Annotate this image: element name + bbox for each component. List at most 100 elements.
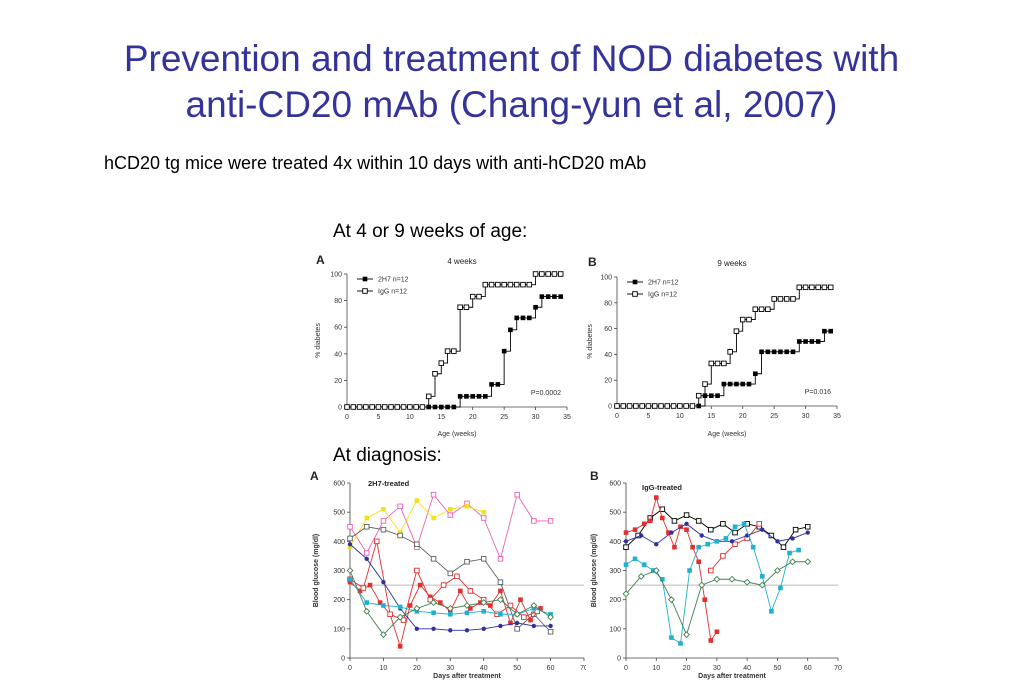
data-point [545,294,551,299]
data-point [498,623,503,629]
data-point [367,582,373,588]
slide-title: Prevention and treatment of NOD diabetes… [0,36,1023,128]
data-point [771,349,777,355]
series-6 [622,558,812,639]
x-tick-label: 10 [406,414,414,421]
data-point [381,579,386,585]
data-point [463,602,471,609]
data-point [804,558,812,566]
data-point [507,281,514,288]
series-3 [347,524,554,635]
data-point [495,281,501,288]
data-point [758,581,766,589]
data-point [734,381,739,387]
x-tick-label: 30 [446,665,454,672]
data-point [732,541,738,547]
data-point [480,599,488,607]
data-point [765,306,771,313]
legend-label: IgG n=12 [378,289,407,296]
data-point [414,567,420,574]
chart-title: IgG-treated [642,483,682,492]
data-point [708,360,715,367]
y-tick-label: 20 [604,378,612,385]
label-at-diagnosis: At diagnosis: [333,445,442,466]
data-point [639,403,645,409]
data-point [347,535,353,542]
data-point [394,404,401,410]
data-point [666,530,671,535]
data-point [481,509,487,515]
data-point [347,579,353,585]
data-point [659,506,666,513]
data-point [708,638,714,643]
data-point [805,530,810,535]
x-tick-label: 10 [652,665,660,672]
data-point [784,349,790,355]
data-point [683,512,690,518]
data-point [708,526,714,533]
legend: 2H7 n=12 IgG n=12 [357,277,409,296]
x-tick-label: 30 [802,413,810,420]
data-point [380,518,387,524]
data-point [638,533,644,538]
data-point [444,348,451,354]
data-point [464,558,470,565]
legend-marker [362,288,368,294]
data-point [498,611,503,617]
data-point [397,503,403,510]
x-tick-label: 15 [707,413,715,420]
data-point [623,562,629,567]
data-point [488,603,493,608]
data-point [432,404,438,410]
x-tick-label: 25 [500,414,508,421]
data-point [557,271,564,277]
y-axis-label: % diabetes [587,324,594,359]
x-tick-label: 35 [563,414,571,421]
x-tick-label: 20 [413,665,421,672]
data-point [521,614,527,620]
data-point [732,529,738,536]
data-point [828,328,834,334]
series-1 [347,491,554,562]
data-point [695,392,702,399]
data-point [809,339,815,344]
chart-title: 4 weeks [447,257,476,266]
data-point [458,588,463,594]
data-point [364,556,369,562]
x-tick-label: 5 [646,413,650,420]
data-point [350,404,357,410]
chart-diabetes-4-weeks: A 4 weeks 0 5 10 15 20 25 30 35 0 20 40 60 80 100 Age (w… [315,253,571,438]
data-point [419,404,426,410]
data-point [669,635,674,640]
x-tick-label: 50 [774,665,782,672]
data-point [430,491,437,498]
data-point [714,539,720,544]
data-point [480,515,487,521]
y-tick-label: 500 [333,510,345,517]
data-point [476,394,482,399]
slide-subtitle: hCD20 tg mice were treated 4x within 10 … [104,153,647,173]
data-point [548,623,553,629]
data-point [652,567,660,574]
data-point [670,403,677,409]
data-point [741,521,747,527]
p-value-annotation: P=0.016 [805,389,831,396]
data-point [684,527,689,532]
y-tick-label: 100 [600,275,612,282]
series-5 [623,521,801,646]
data-point [447,512,454,518]
data-point [380,526,387,533]
data-point [397,532,403,539]
data-point [356,404,363,410]
data-point [532,271,539,277]
y-tick-label: 0 [338,405,342,412]
data-point [397,604,403,610]
data-point [482,281,489,288]
data-point [778,349,783,355]
data-point [654,542,659,547]
y-tick-label: 60 [334,325,342,332]
data-point [501,281,507,288]
data-point [687,568,692,573]
data-point [431,626,436,632]
series-8 [346,567,555,639]
